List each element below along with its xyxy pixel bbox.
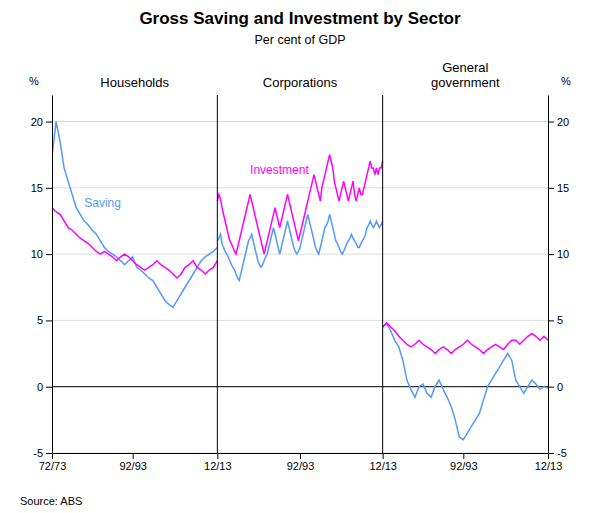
x-tick-mark xyxy=(300,453,301,459)
y2-tick-mark xyxy=(548,453,554,454)
grid-line xyxy=(52,121,548,122)
y-tick: -5 xyxy=(33,447,52,459)
y-axis: -5 0 5 10 15 20 xyxy=(31,96,53,460)
x-tick-label: 92/93 xyxy=(287,460,315,472)
x-tick: 12/13 xyxy=(369,453,397,472)
y-tick-mark xyxy=(46,387,52,388)
x-axis: 92/93 12/13 xyxy=(218,453,397,472)
x-tick-mark xyxy=(52,453,53,459)
y2-tick-label: 20 xyxy=(557,116,569,128)
series-line xyxy=(383,323,548,440)
series-line xyxy=(217,214,382,280)
x-tick: 92/93 xyxy=(450,453,478,472)
x-tick-label: 12/13 xyxy=(535,460,563,472)
grid-line xyxy=(52,320,548,321)
panel-title-line: Corporations xyxy=(263,75,338,90)
y-tick-mark xyxy=(46,320,52,321)
panel-title: Corporations xyxy=(263,75,338,90)
grid-line xyxy=(52,187,548,188)
y2-tick: -5 xyxy=(548,447,567,459)
x-tick-label: 92/93 xyxy=(450,460,478,472)
y-tick-mark xyxy=(46,188,52,189)
y-tick: 5 xyxy=(37,314,52,326)
y2-tick-label: 5 xyxy=(557,314,563,326)
y2-axis-line xyxy=(548,96,549,454)
line-label: Saving xyxy=(84,196,121,210)
y-tick-label: 0 xyxy=(37,381,43,393)
y2-tick-label: 15 xyxy=(557,182,569,194)
panel-title-line: General xyxy=(442,60,488,75)
y-tick: 10 xyxy=(31,248,52,260)
y-tick-label: 15 xyxy=(31,182,43,194)
y2-tick: 20 xyxy=(548,116,569,128)
x-tick-mark xyxy=(133,453,134,459)
y-tick: 20 xyxy=(31,116,52,128)
y2-tick: 10 xyxy=(548,248,569,260)
x-tick-label: 72/73 xyxy=(39,460,67,472)
y2-tick-mark xyxy=(548,254,554,255)
x-axis-line xyxy=(53,453,218,454)
grid xyxy=(52,122,548,453)
y-tick-label: 20 xyxy=(31,116,43,128)
y2-axis: -5 0 5 10 15 20 xyxy=(548,96,569,460)
y2-tick-mark xyxy=(548,387,554,388)
y-axis-label: % xyxy=(29,75,39,87)
series-line xyxy=(52,122,217,308)
y2-axis-label: % xyxy=(561,75,571,87)
series-line xyxy=(52,208,217,278)
x-tick: 92/93 xyxy=(119,453,147,472)
x-tick-label: 92/93 xyxy=(119,460,147,472)
y-tick-label: -5 xyxy=(33,447,43,459)
series-line xyxy=(217,155,382,254)
y2-tick-label: -5 xyxy=(557,447,567,459)
x-tick-label: 12/13 xyxy=(369,460,397,472)
source: Source: ABS xyxy=(20,495,82,507)
y2-tick-mark xyxy=(548,122,554,123)
panel-title: Generalgovernment xyxy=(431,60,500,90)
panel-divider xyxy=(382,95,383,453)
panel-title-line: government xyxy=(431,75,500,90)
y-axis-line xyxy=(52,96,53,454)
y2-tick: 5 xyxy=(548,314,563,326)
panel-title-line: Households xyxy=(100,75,169,90)
chart: Gross Saving and Investment by Sector Per… xyxy=(0,0,600,513)
line-labels: Saving Investment xyxy=(84,163,309,210)
y2-tick: 0 xyxy=(548,381,563,393)
line-label: Investment xyxy=(250,163,309,177)
y2-tick-mark xyxy=(548,320,554,321)
panel-title: Households xyxy=(100,75,169,90)
y-tick-mark xyxy=(46,453,52,454)
x-tick-mark xyxy=(463,453,464,459)
y-tick: 15 xyxy=(31,182,52,194)
x-axis: 92/93 12/13 xyxy=(383,453,562,472)
y-tick-label: 10 xyxy=(31,248,43,260)
y-tick-mark xyxy=(46,254,52,255)
y-tick-mark xyxy=(46,122,52,123)
y-tick-label: 5 xyxy=(37,314,43,326)
x-tick-label: 12/13 xyxy=(204,460,232,472)
y2-tick-label: 0 xyxy=(557,381,563,393)
series-line xyxy=(383,323,548,353)
y-tick: 0 xyxy=(37,381,52,393)
y2-tick: 15 xyxy=(548,182,569,194)
y2-tick-label: 10 xyxy=(557,248,569,260)
panel-divider xyxy=(217,95,218,453)
subtitle: Per cent of GDP xyxy=(254,33,345,47)
x-axis-line xyxy=(383,453,548,454)
x-axis: 72/73 92/93 12/13 xyxy=(39,453,232,472)
x-tick: 12/13 xyxy=(204,453,232,472)
x-tick: 92/93 xyxy=(287,453,315,472)
title: Gross Saving and Investment by Sector xyxy=(139,9,461,28)
zero-line xyxy=(52,386,548,387)
y2-tick-mark xyxy=(548,188,554,189)
plot-area xyxy=(52,122,548,440)
